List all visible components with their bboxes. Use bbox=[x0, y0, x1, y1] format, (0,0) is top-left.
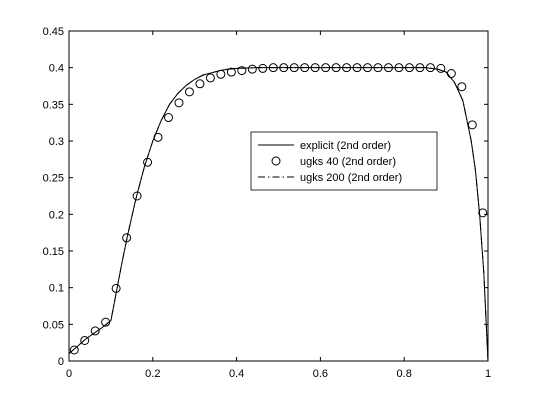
x-tick-label: 0.8 bbox=[397, 368, 412, 380]
data-point-ugks40 bbox=[237, 66, 247, 76]
y-tick-label: 0.1 bbox=[49, 283, 64, 295]
data-point-ugks40 bbox=[153, 132, 163, 142]
y-tick-label: 0.35 bbox=[43, 99, 64, 111]
data-point-ugks40 bbox=[226, 67, 236, 77]
data-point-ugks40 bbox=[90, 326, 100, 336]
y-tick-label: 0.45 bbox=[43, 26, 64, 38]
plot-area-frame bbox=[68, 30, 489, 362]
data-point-ugks40 bbox=[132, 191, 142, 201]
x-tick-label: 0 bbox=[66, 368, 72, 380]
data-point-ugks40 bbox=[164, 113, 174, 123]
data-point-ugks40 bbox=[111, 283, 121, 293]
y-tick-label: 0.25 bbox=[43, 173, 64, 185]
series-layer bbox=[68, 63, 489, 362]
data-point-ugks40 bbox=[457, 82, 467, 92]
legend-label-explicit: explicit (2nd order) bbox=[300, 140, 391, 152]
data-point-ugks40 bbox=[184, 87, 194, 97]
legend: explicit (2nd order) ugks 40 (2nd order)… bbox=[250, 131, 438, 191]
data-point-ugks40 bbox=[247, 64, 257, 74]
data-point-ugks40 bbox=[342, 63, 352, 73]
data-point-ugks40 bbox=[205, 73, 215, 83]
legend-label-ugks200: ugks 200 (2nd order) bbox=[300, 172, 402, 184]
x-tick-label: 0.4 bbox=[229, 368, 244, 380]
legend-box bbox=[250, 131, 438, 191]
y-tick-label: 0.15 bbox=[43, 246, 64, 258]
data-point-ugks40 bbox=[216, 69, 226, 79]
x-tick-label: 0.6 bbox=[313, 368, 328, 380]
x-tick-label: 1 bbox=[485, 368, 491, 380]
y-tick-label: 0.4 bbox=[49, 63, 64, 75]
data-point-ugks40 bbox=[69, 345, 79, 355]
y-tick-label: 0.3 bbox=[49, 136, 64, 148]
data-point-ugks40 bbox=[258, 63, 268, 73]
data-point-ugks40 bbox=[436, 63, 446, 73]
data-point-ugks40 bbox=[101, 317, 111, 327]
series-ugks200-line bbox=[68, 67, 489, 362]
y-tick-label: 0 bbox=[58, 356, 64, 368]
legend-marker-ugks40 bbox=[271, 156, 281, 166]
data-point-ugks40 bbox=[80, 335, 90, 345]
y-tick-label: 0.2 bbox=[49, 209, 64, 221]
data-point-ugks40 bbox=[195, 79, 205, 89]
data-point-ugks40 bbox=[174, 98, 184, 108]
legend-label-ugks40: ugks 40 (2nd order) bbox=[300, 156, 396, 168]
x-tick-label: 0.2 bbox=[145, 368, 160, 380]
y-tick-label: 0.05 bbox=[43, 319, 64, 331]
axis-ticks: 0 0.2 0.4 0.6 0.8 1 0 0.05 0.1 0.15 0.2 0.25 0.3 0.35… bbox=[43, 26, 491, 380]
data-point-ugks40 bbox=[478, 208, 488, 218]
